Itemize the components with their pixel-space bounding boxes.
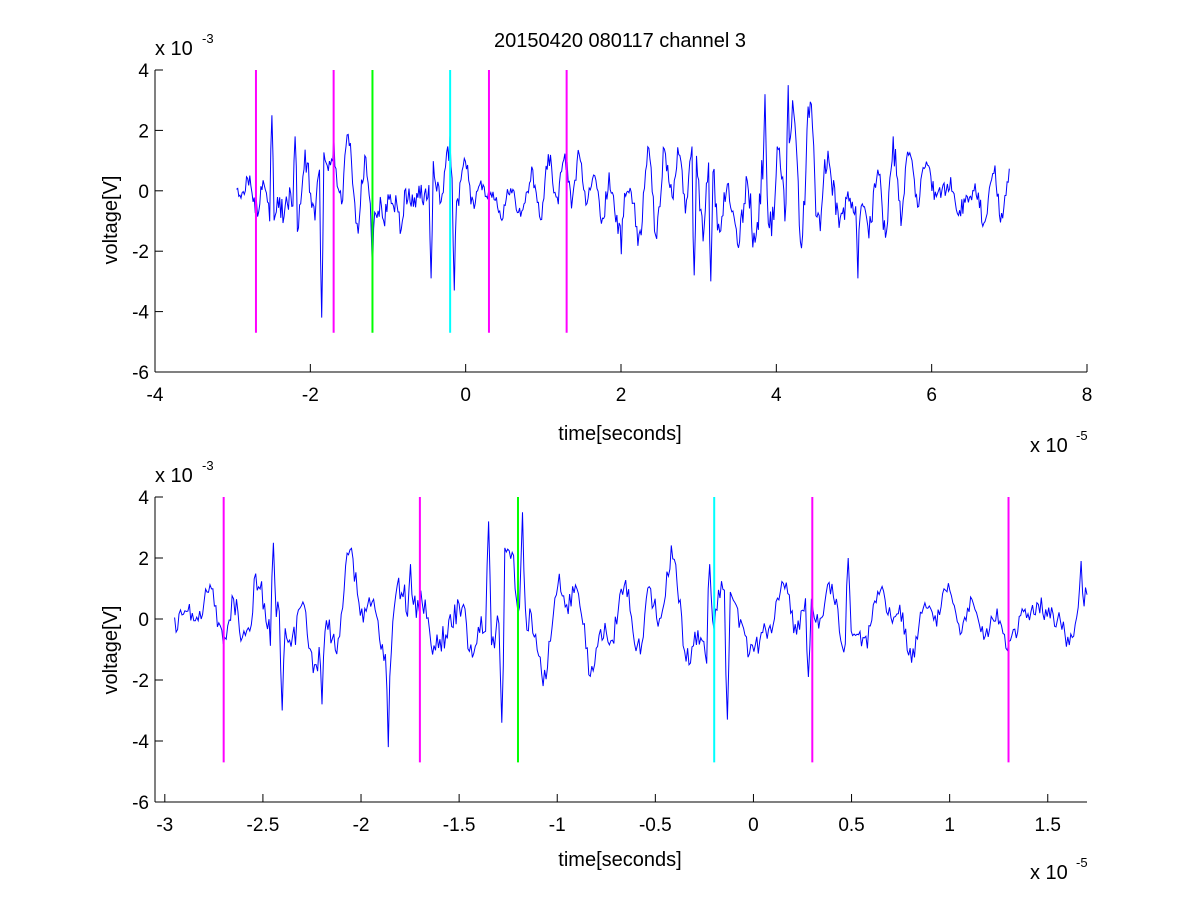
top-x-tick-label: 6 — [926, 385, 937, 406]
top-y-multiplier-base: x 10 — [155, 38, 193, 60]
top-y-tick-label: -4 — [132, 303, 149, 324]
bottom-x-tick-label: -3 — [156, 815, 173, 836]
top-subplot: x 10 -3 x 10 -5 time[seconds] voltage[V]… — [100, 31, 1092, 457]
bottom-x-tick-label: 1.5 — [1035, 815, 1061, 836]
bottom-x-tick-label: -0.5 — [639, 815, 672, 836]
bottom-y-tick-label: -6 — [132, 793, 149, 814]
top-x-tick-label: 0 — [460, 385, 471, 406]
top-x-multiplier: x 10 -5 — [1030, 428, 1088, 457]
bottom-x-tick-label: -2 — [353, 815, 370, 836]
bottom-x-axis-label: time[seconds] — [558, 849, 681, 871]
top-voltage-trace — [236, 85, 1010, 318]
bottom-x-tick-label: 0.5 — [838, 815, 864, 836]
top-y-tick-label: 0 — [138, 182, 149, 203]
top-y-multiplier-exponent: -3 — [202, 31, 214, 46]
bottom-x-multiplier-exponent: -5 — [1076, 855, 1088, 870]
bottom-x-tick-label: -2.5 — [247, 815, 280, 836]
bottom-x-tick-label: -1 — [549, 815, 566, 836]
top-x-tick-label: -2 — [302, 385, 319, 406]
top-y-tick-label: -6 — [132, 363, 149, 384]
top-y-axis-label: voltage[V] — [100, 176, 122, 265]
bottom-y-multiplier: x 10 -3 — [155, 458, 214, 487]
bottom-y-axis-label: voltage[V] — [100, 606, 122, 695]
figure-title: 20150420 080117 channel 3 — [494, 30, 746, 52]
bottom-voltage-trace — [174, 512, 1088, 748]
bottom-x-multiplier-base: x 10 — [1030, 862, 1068, 884]
bottom-x-multiplier: x 10 -5 — [1030, 855, 1088, 884]
top-x-tick-label: 4 — [771, 385, 782, 406]
bottom-x-tick-label: 1 — [944, 815, 955, 836]
bottom-y-tick-label: 2 — [138, 549, 149, 570]
top-x-tick-label: 8 — [1082, 385, 1093, 406]
bottom-y-multiplier-base: x 10 — [155, 465, 193, 487]
top-y-multiplier: x 10 -3 — [155, 31, 214, 60]
bottom-y-tick-label: 4 — [138, 488, 149, 509]
bottom-y-tick-label: -4 — [132, 732, 149, 753]
top-x-multiplier-exponent: -5 — [1076, 428, 1088, 443]
top-x-axis-label: time[seconds] — [558, 423, 681, 445]
bottom-x-tick-label: -1.5 — [443, 815, 476, 836]
top-x-tick-label: -4 — [147, 385, 164, 406]
bottom-y-tick-label: -2 — [132, 671, 149, 692]
bottom-subplot: x 10 -3 x 10 -5 time[seconds] voltage[V]… — [100, 458, 1088, 884]
bottom-y-tick-label: 0 — [138, 610, 149, 631]
top-y-tick-label: 4 — [138, 61, 149, 82]
top-y-tick-label: 2 — [138, 121, 149, 142]
top-x-multiplier-base: x 10 — [1030, 435, 1068, 457]
top-y-tick-label: -2 — [132, 242, 149, 263]
top-x-tick-label: 2 — [616, 385, 627, 406]
bottom-x-tick-label: 0 — [748, 815, 759, 836]
bottom-y-multiplier-exponent: -3 — [202, 458, 214, 473]
